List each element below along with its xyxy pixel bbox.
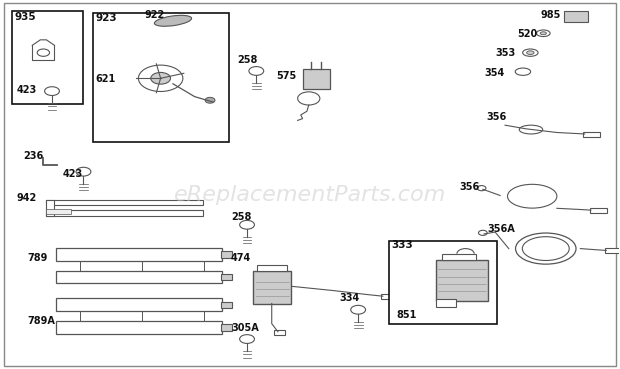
Text: 333: 333 [391,240,413,250]
Text: 305A: 305A [231,323,259,333]
Bar [12,11,84,104]
Text: 236: 236 [23,151,43,161]
Bar [389,241,497,324]
Text: 935: 935 [15,12,37,22]
Bar [221,302,232,308]
Text: 353: 353 [495,48,515,58]
Bar [274,330,285,335]
Bar [221,274,232,280]
Text: 258: 258 [237,55,257,65]
Ellipse shape [515,68,531,75]
Text: 985: 985 [541,10,561,20]
Ellipse shape [523,49,538,56]
Text: 356: 356 [487,113,507,123]
Text: 258: 258 [231,212,251,222]
Bar [442,254,476,260]
Bar [46,209,71,214]
Bar [436,300,456,307]
Bar [221,324,232,331]
Text: 789A: 789A [27,316,55,326]
Bar [436,260,489,301]
Bar [564,11,588,21]
Ellipse shape [519,125,542,134]
Bar [590,208,607,213]
Bar [46,200,203,206]
Ellipse shape [526,51,534,55]
Text: 356: 356 [459,182,480,192]
Bar [257,265,286,271]
Bar [221,251,232,258]
Ellipse shape [536,30,550,37]
Text: 334: 334 [339,293,359,303]
Bar [56,248,223,261]
Ellipse shape [154,15,192,26]
Bar [253,271,291,304]
Text: 923: 923 [95,13,117,23]
Circle shape [205,97,215,103]
Text: 356A: 356A [488,224,515,234]
Text: 922: 922 [144,10,165,20]
Text: 789: 789 [27,253,48,263]
Bar [303,69,330,89]
Bar [56,299,223,311]
Bar [583,132,600,137]
Text: 575: 575 [276,72,296,82]
Text: 942: 942 [17,193,37,203]
Text: 474: 474 [231,254,251,263]
Bar [93,14,229,142]
Text: 423: 423 [17,85,37,95]
Text: 520: 520 [517,29,538,39]
Bar [605,248,620,254]
Bar [56,321,223,334]
Text: 354: 354 [484,68,504,78]
Ellipse shape [540,32,546,35]
Bar [381,294,392,299]
Text: 851: 851 [396,310,417,320]
Bar [46,200,54,215]
Bar [56,270,223,283]
Text: 423: 423 [63,169,83,179]
Circle shape [151,72,170,84]
Text: eReplacementParts.com: eReplacementParts.com [174,186,446,206]
Text: 621: 621 [95,74,115,84]
Bar [46,210,203,215]
